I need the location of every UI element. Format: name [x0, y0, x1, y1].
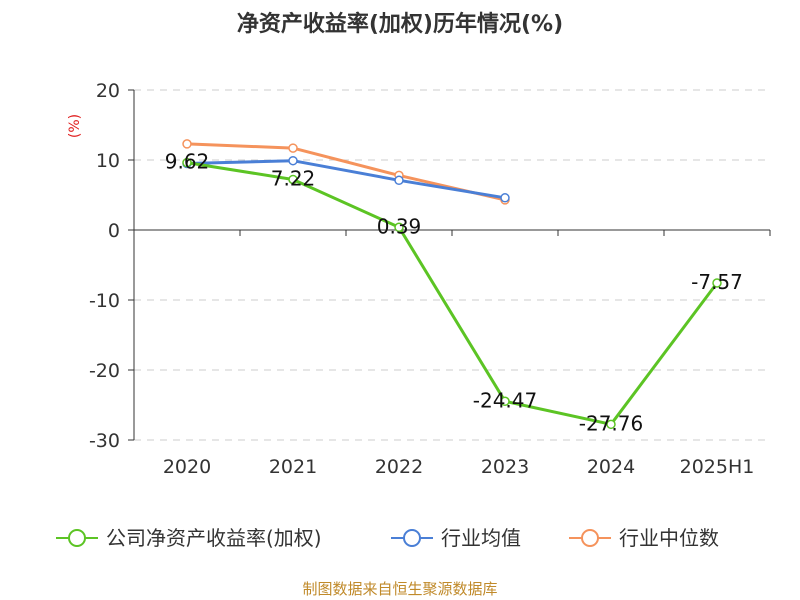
- series-point: [288, 143, 298, 153]
- series-point: [394, 175, 404, 186]
- x-tick-label: 2024: [587, 456, 635, 478]
- series-point: [288, 155, 298, 166]
- x-tick-label: 2021: [269, 456, 317, 478]
- y-tick-label: -30: [89, 430, 120, 452]
- series-point: [182, 139, 192, 149]
- y-tick-label: 20: [96, 80, 120, 102]
- x-tick-label: 2020: [163, 456, 211, 478]
- y-tick-labels: 20 10 0 -10 -20 -30: [89, 80, 120, 452]
- legend-swatch-marker: [68, 529, 86, 547]
- chart-title: 净资产收益率(加权)历年情况(%): [237, 11, 563, 37]
- series-point: [500, 396, 510, 407]
- y-tick-label: 10: [96, 150, 120, 172]
- legend-swatch-marker: [581, 529, 599, 547]
- legend-label-industry-mean: 行业均值: [441, 526, 521, 550]
- data-label: 9.62: [165, 150, 210, 174]
- grid-lines: [128, 89, 771, 441]
- series-point: [712, 278, 722, 288]
- y-tick-label: 0: [108, 220, 120, 242]
- legend-label-company-roe: 公司净资产收益率(加权): [106, 526, 322, 550]
- series-point: [500, 193, 510, 203]
- y-axis-unit: (%): [67, 114, 83, 138]
- legend-swatch-marker: [403, 529, 421, 547]
- legend: 公司净资产收益率(加权) 行业均值 行业中位数: [56, 526, 719, 550]
- data-label: -27.76: [579, 411, 643, 435]
- data-label: 0.39: [377, 214, 422, 238]
- x-tick-label: 2023: [481, 456, 529, 478]
- legend-item-industry-median[interactable]: 行业中位数: [569, 526, 719, 550]
- data-label: 7.22: [271, 166, 316, 190]
- data-labels: 9.62 7.22 0.39 -24.47 -27.76 -7.57: [165, 150, 743, 436]
- series-line: [186, 161, 719, 426]
- y-tick-label: -20: [89, 360, 120, 382]
- legend-item-company-roe[interactable]: 公司净资产收益率(加权): [56, 526, 322, 550]
- legend-label-industry-median: 行业中位数: [619, 526, 719, 550]
- x-tick-label: 2025H1: [680, 456, 755, 478]
- series-line: [186, 159, 506, 200]
- data-label: -7.57: [691, 270, 743, 294]
- data-label: -24.47: [473, 388, 537, 412]
- series-point: [606, 419, 616, 430]
- legend-item-industry-mean[interactable]: 行业均值: [391, 526, 521, 550]
- source-note: 制图数据来自恒生聚源数据库: [302, 580, 497, 598]
- series-group: [182, 139, 722, 430]
- series-point: [182, 157, 192, 168]
- series-point: [288, 174, 298, 185]
- x-tick-label: 2022: [375, 456, 423, 478]
- y-tick-label: -10: [89, 290, 120, 312]
- x-tick-labels: 2020 2021 2022 2023 2024 2025H1: [163, 456, 755, 478]
- axes: [133, 90, 770, 440]
- series-point: [394, 222, 404, 233]
